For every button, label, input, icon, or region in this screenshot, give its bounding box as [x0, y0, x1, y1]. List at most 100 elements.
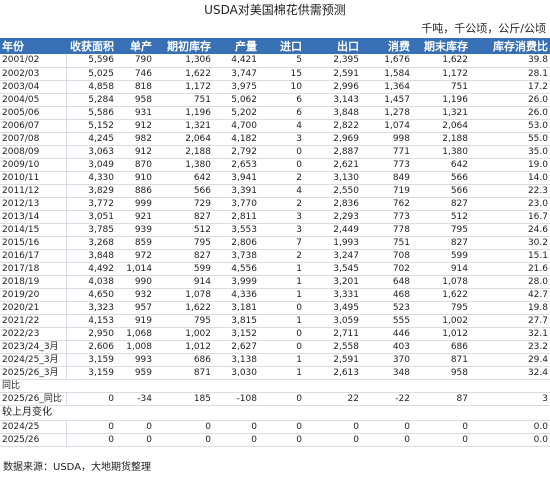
value-cell: 3,268: [65, 236, 116, 250]
value-cell: 2,293: [304, 210, 361, 224]
year-cell: 2009/10: [0, 158, 66, 172]
value-cell: 185: [154, 392, 213, 406]
value-cell: 2,621: [304, 158, 361, 172]
year-cell: 2015/16: [0, 236, 66, 250]
value-cell: 0: [259, 340, 304, 354]
data-source: 数据来源：USDA，大地期货整理: [3, 462, 152, 473]
year-cell: 2004/05: [0, 93, 66, 107]
value-cell: 3,323: [65, 301, 116, 315]
value-cell: 932: [116, 288, 154, 302]
value-cell: 28.0: [470, 275, 550, 289]
value-cell: 827: [154, 210, 213, 224]
year-cell: 2013/14: [0, 210, 66, 224]
value-cell: 1,622: [154, 67, 213, 81]
value-cell: 0: [361, 433, 412, 447]
year-cell: 2002/03: [0, 67, 66, 81]
value-cell: 28.1: [470, 67, 550, 81]
value-cell: 1: [259, 314, 304, 328]
value-cell: 566: [412, 184, 470, 198]
table-row: 2017/18 4,492 1,014 599 4,556 1 3,545 702 914 21.…: [0, 262, 550, 276]
value-cell: 1,364: [361, 80, 412, 94]
value-cell: 2,836: [304, 197, 361, 211]
value-cell: 642: [154, 171, 213, 185]
value-cell: 22.3: [470, 184, 550, 198]
value-cell: 19.0: [470, 158, 550, 172]
value-cell: 19.8: [470, 301, 550, 315]
value-cell: 15.1: [470, 249, 550, 263]
value-cell: 4,421: [213, 54, 259, 68]
value-cell: 3: [259, 210, 304, 224]
header-cell: 期末库存: [412, 38, 470, 54]
value-cell: 4,336: [213, 288, 259, 302]
value-cell: 2: [259, 249, 304, 263]
value-cell: 5,202: [213, 106, 259, 120]
year-cell: 2025/26_同比: [0, 392, 66, 406]
value-cell: 746: [116, 67, 154, 81]
value-cell: 2,996: [304, 80, 361, 94]
table-row: 2003/04 4,858 818 1,172 3,975 10 2,996 1,364 751…: [0, 80, 550, 94]
header-cell: 进口: [259, 38, 304, 54]
value-cell: 993: [116, 353, 154, 367]
value-cell: 5,025: [65, 67, 116, 81]
value-cell: 5,284: [65, 93, 116, 107]
value-cell: 849: [361, 171, 412, 185]
value-cell: 1: [259, 275, 304, 289]
table-row: 2001/02 5,596 790 1,306 4,421 5 2,395 1,676 1,62…: [0, 54, 550, 68]
table-row: 2025/26_3月 3,159 959 871 3,030 1 2,613 348 958 32…: [0, 366, 550, 380]
value-cell: 0.0: [470, 433, 550, 447]
value-cell: 26.0: [470, 93, 550, 107]
year-cell: 2022/23: [0, 327, 66, 341]
value-cell: 566: [412, 171, 470, 185]
value-cell: 827: [412, 236, 470, 250]
year-cell: 2023/24_3月: [0, 340, 66, 354]
value-cell: 859: [116, 236, 154, 250]
table-row: 2019/20 4,650 932 1,078 4,336 1 3,331 468 1,622 4…: [0, 288, 550, 302]
value-cell: 827: [154, 249, 213, 263]
value-cell: 403: [361, 340, 412, 354]
table-row: 2006/07 5,152 912 1,321 4,700 4 2,822 1,074 2,06…: [0, 119, 550, 133]
value-cell: 7: [259, 236, 304, 250]
value-cell: 3,747: [213, 67, 259, 81]
value-cell: 990: [116, 275, 154, 289]
value-cell: 5: [259, 54, 304, 68]
year-cell: 2019/20: [0, 288, 66, 302]
value-cell: 2,558: [304, 340, 361, 354]
value-cell: 4,858: [65, 80, 116, 94]
value-cell: 3,391: [213, 184, 259, 198]
value-cell: 957: [116, 301, 154, 315]
header-cell: 消费: [361, 38, 412, 54]
value-cell: 446: [361, 327, 412, 341]
value-cell: 2,969: [304, 132, 361, 146]
value-cell: 0: [259, 327, 304, 341]
value-cell: 0: [259, 145, 304, 159]
value-cell: -22: [361, 392, 412, 406]
value-cell: 2,711: [304, 327, 361, 341]
supply-demand-table: 年份 收获面积 单产 期初库存 产量 进口 出口 消费 期末库存 库存消费比 2…: [0, 38, 550, 447]
value-cell: 1,012: [154, 340, 213, 354]
value-cell: 3,331: [304, 288, 361, 302]
table-row: 2004/05 5,284 958 751 5,062 6 3,143 1,457 1,196 2…: [0, 93, 550, 107]
table-row: 2023/24_3月 2,606 1,008 1,012 2,627 0 2,558 403 6…: [0, 340, 550, 354]
value-cell: 4,182: [213, 132, 259, 146]
value-cell: 3: [259, 132, 304, 146]
value-cell: 939: [116, 223, 154, 237]
table-row: 2016/17 3,848 972 827 3,738 2 3,247 708 599 15.1: [0, 249, 550, 263]
year-cell: 2025/26_3月: [0, 366, 66, 380]
value-cell: 921: [116, 210, 154, 224]
value-cell: 523: [361, 301, 412, 315]
year-cell: 2024/25_3月: [0, 353, 66, 367]
value-cell: 35.0: [470, 145, 550, 159]
value-cell: 3,152: [213, 327, 259, 341]
table-title: USDA对美国棉花供需预测: [204, 3, 346, 17]
value-cell: 2,822: [304, 119, 361, 133]
value-cell: 512: [154, 223, 213, 237]
value-cell: 3,247: [304, 249, 361, 263]
value-cell: 2: [259, 197, 304, 211]
year-cell: 2011/12: [0, 184, 66, 198]
value-cell: 958: [412, 366, 470, 380]
value-cell: 999: [116, 197, 154, 211]
table-row: 2002/03 5,025 746 1,622 3,747 15 2,591 1,584 1,1…: [0, 67, 550, 81]
value-cell: 555: [361, 314, 412, 328]
value-cell: 1,012: [412, 327, 470, 341]
value-cell: 3,030: [213, 366, 259, 380]
